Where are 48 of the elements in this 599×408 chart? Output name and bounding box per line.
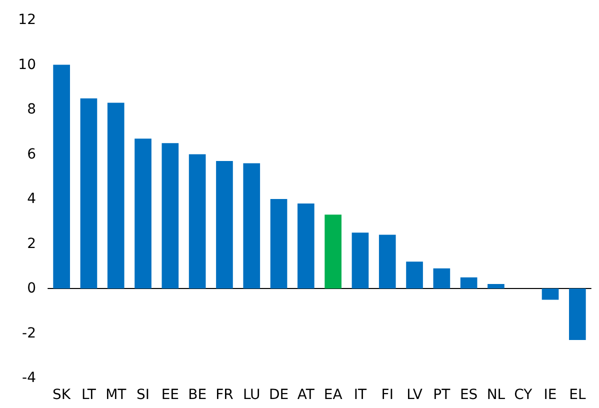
y-tick-label: -2	[22, 325, 36, 342]
bar	[433, 268, 450, 288]
bar	[243, 163, 260, 288]
bar	[270, 199, 288, 288]
bar	[107, 102, 124, 288]
x-tick-label: BE	[188, 387, 207, 403]
bar	[569, 288, 586, 340]
bar	[352, 232, 369, 288]
x-tick-label: SI	[136, 387, 150, 403]
bar	[216, 160, 233, 288]
bar	[188, 154, 206, 288]
y-tick-label: 8	[27, 102, 36, 118]
bar	[542, 288, 559, 300]
x-tick-label: CY	[514, 387, 533, 403]
bar	[134, 138, 152, 288]
x-tick-label: IT	[354, 387, 368, 403]
bar	[488, 284, 504, 288]
x-tick-label: LT	[82, 387, 96, 403]
bar	[324, 214, 342, 288]
bar	[406, 262, 423, 288]
x-tick-label: MT	[106, 387, 127, 403]
x-tick-label: DE	[268, 387, 289, 403]
y-tick-label: 0	[27, 280, 36, 296]
x-tick-label: LV	[406, 387, 423, 403]
x-tick-label: FI	[381, 387, 394, 403]
x-tick-label: IE	[544, 387, 557, 403]
x-tick-label: EE	[161, 387, 180, 403]
bar	[298, 203, 314, 288]
x-tick-label: PT	[433, 387, 451, 403]
y-tick-label: 2	[27, 236, 36, 252]
y-tick-label: 6	[27, 146, 36, 162]
x-tick-label: NL	[486, 387, 506, 403]
x-tick-label: EA	[324, 387, 343, 403]
bar	[53, 64, 70, 288]
bar	[80, 98, 98, 288]
y-tick-label: 4	[27, 191, 36, 207]
x-tick-label: LU	[242, 387, 260, 403]
bar	[460, 277, 478, 288]
y-tick-label: 12	[18, 12, 36, 28]
bar	[378, 234, 396, 288]
y-tick-label: -4	[22, 370, 36, 386]
x-tick-label: ES	[460, 387, 478, 403]
x-tick-label: SK	[52, 387, 72, 403]
bar	[162, 143, 179, 288]
x-tick-label: EL	[569, 387, 586, 403]
x-tick-label: AT	[297, 387, 315, 403]
y-tick-label: 10	[18, 56, 36, 73]
x-tick-label: FR	[216, 387, 234, 403]
